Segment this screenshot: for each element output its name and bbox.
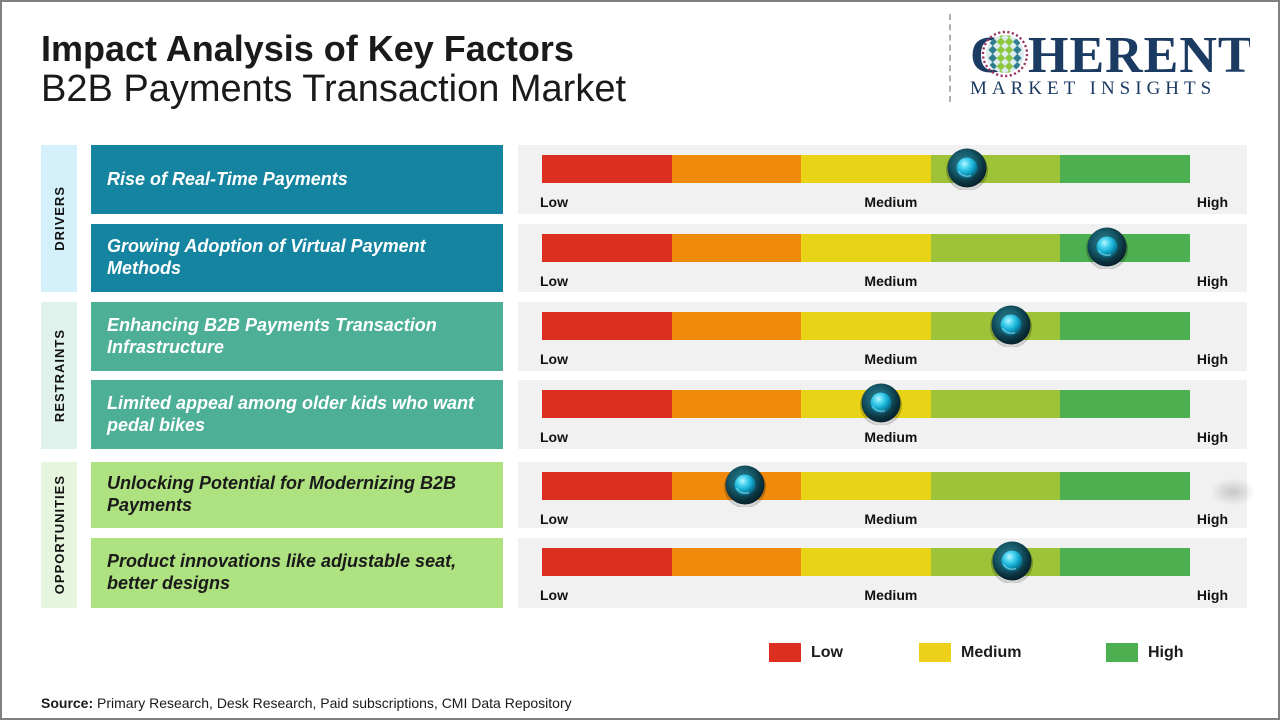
svg-text:HERENT: HERENT <box>1028 27 1250 84</box>
svg-text:MARKET INSIGHTS: MARKET INSIGHTS <box>970 78 1216 99</box>
